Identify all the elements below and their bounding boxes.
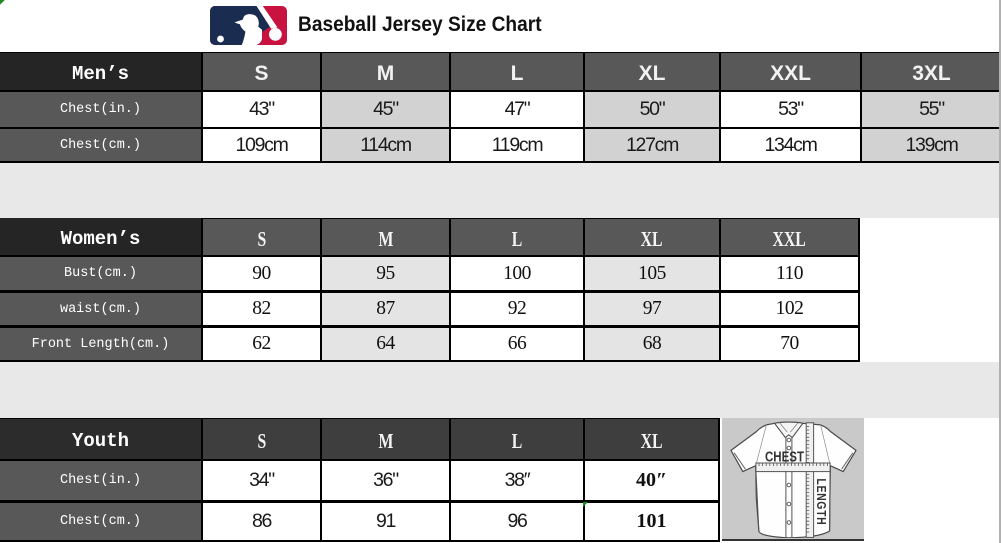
svg-text:LENGTH: LENGTH: [814, 479, 829, 526]
svg-text:CHEST: CHEST: [765, 450, 804, 466]
